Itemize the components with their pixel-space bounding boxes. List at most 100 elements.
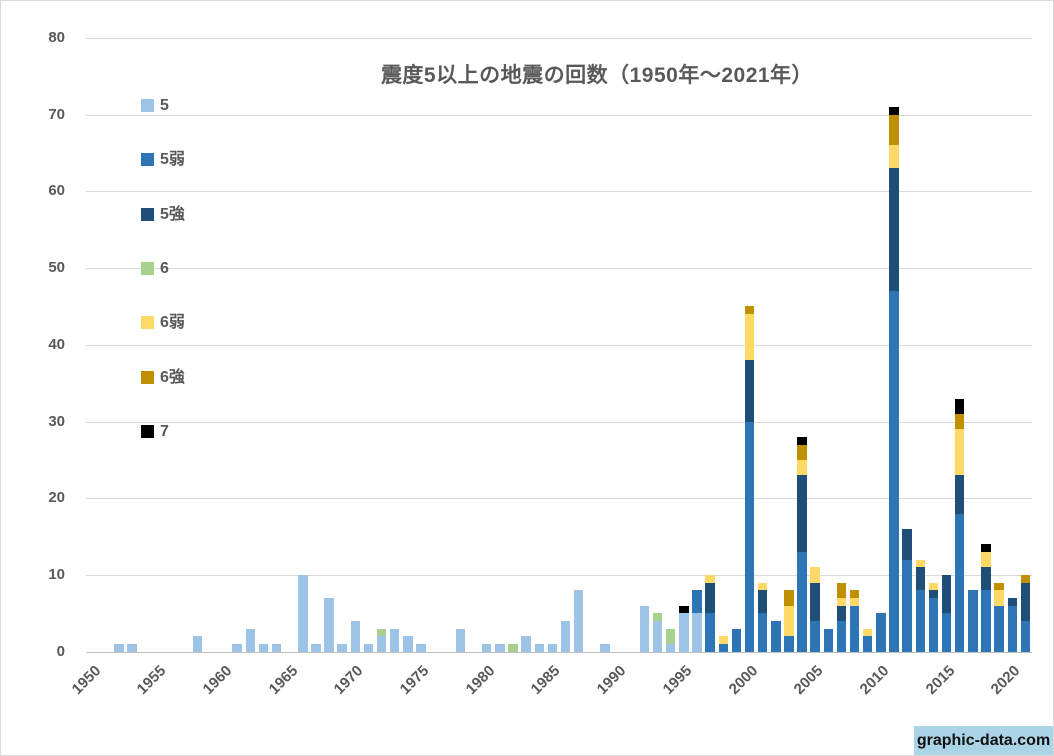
bar-segment-5弱-2006	[823, 628, 834, 652]
x-axis-line	[86, 651, 1032, 653]
bar-segment-7-2018	[981, 544, 991, 552]
bar-segment-5弱-1997	[705, 613, 715, 652]
bar-segment-5弱-2002	[771, 621, 781, 652]
y-axis-tick-label: 50	[48, 259, 65, 277]
bar-segment-5-1993	[652, 621, 663, 652]
bar-segment-5強-2005	[810, 582, 820, 622]
bar-segment-6弱-2018	[981, 551, 991, 568]
legend-label: 5	[160, 97, 169, 114]
bar-segment-5強-2011	[889, 168, 899, 292]
y-gridline	[86, 575, 1032, 576]
bar-segment-5-1967	[311, 644, 321, 652]
bar-segment-5-1963	[258, 644, 269, 652]
bar-segment-5-1961	[232, 644, 242, 652]
bar-segment-6弱-2003	[784, 605, 794, 637]
bar-segment-7-2016	[955, 398, 965, 414]
bar-segment-5-1992	[639, 605, 650, 652]
y-gridline	[86, 38, 1032, 39]
legend-swatch-icon	[141, 207, 154, 221]
bar-segment-6弱-2004	[797, 459, 807, 476]
bar-segment-5-1996	[692, 613, 702, 652]
bar-segment-5-1981	[495, 644, 505, 652]
bar-segment-5強-2015	[941, 574, 952, 614]
x-axis-tick-label: 2020	[987, 662, 1024, 698]
watermark: graphic-data.com	[914, 726, 1053, 755]
bar-segment-5弱-2020	[1007, 605, 1017, 652]
bar-segment-5-1952	[114, 644, 124, 652]
bar-segment-5弱-2012	[902, 559, 912, 652]
legend-label: 6強	[160, 368, 185, 386]
x-axis-tick-label: 1955	[133, 662, 170, 698]
bar-segment-5強-1997	[705, 582, 715, 614]
x-axis-tick-label: 1950	[68, 662, 104, 698]
bar-segment-5強-2013	[915, 567, 926, 591]
x-axis-tick-label: 2005	[790, 662, 827, 698]
bar-segment-5弱-1996	[692, 590, 702, 614]
x-axis-tick-label: 1965	[265, 662, 302, 698]
bar-segment-5-1980	[482, 644, 492, 652]
y-axis-tick-label: 30	[48, 412, 65, 430]
x-axis-tick-label: 1980	[462, 662, 499, 698]
bar-segment-5-1986	[560, 621, 571, 652]
bar-segment-6弱-2009	[863, 628, 873, 637]
bar-segment-6弱-2007	[836, 598, 847, 606]
bar-segment-5-1983	[521, 636, 531, 652]
legend-swatch-icon	[141, 99, 154, 112]
bar-segment-7-1995	[679, 605, 689, 614]
bar-segment-5弱-2010	[876, 613, 886, 652]
bar-segment-5-1974	[403, 636, 413, 652]
bar-segment-5-1973	[390, 628, 400, 652]
bar-segment-5弱-2018	[981, 590, 991, 652]
legend-label: 5強	[160, 205, 185, 223]
bar-segment-5弱-2003	[784, 636, 794, 652]
x-axis-tick-label: 1995	[659, 662, 696, 698]
bar-segment-6-1972	[376, 628, 387, 637]
bar-segment-6-1982	[508, 644, 518, 652]
y-gridline	[86, 498, 1032, 500]
x-axis-tick-label: 2000	[725, 662, 761, 698]
bar-segment-5-1984	[534, 644, 544, 652]
legend-label: 6	[160, 259, 169, 277]
bar-segment-6弱-2011	[889, 145, 899, 169]
bar-segment-5-1953	[127, 644, 137, 652]
bar-segment-5弱-2015	[941, 613, 952, 652]
bar-segment-5-1966	[298, 574, 308, 652]
bar-segment-6弱-2014	[928, 582, 939, 591]
bar-segment-5-1989	[600, 644, 610, 652]
bar-segment-5弱-2016	[955, 513, 965, 652]
bar-segment-5強-2012	[902, 528, 912, 560]
y-gridline	[86, 344, 1032, 346]
bar-segment-5弱-2013	[915, 590, 926, 652]
bar-segment-6強-2007	[836, 582, 847, 598]
chart-title: 震度5以上の地震の回数（1950年〜2021年）	[380, 64, 814, 87]
y-gridline	[86, 268, 1032, 270]
x-axis-tick-label: 2010	[856, 662, 893, 698]
y-gridline	[86, 421, 1032, 423]
bar-segment-6弱-2016	[955, 429, 965, 476]
bar-segment-5-1968	[324, 598, 334, 652]
bar-segment-6弱-2008	[849, 598, 860, 606]
bar-segment-6強-2008	[849, 590, 860, 598]
bar-segment-6強-2003	[784, 590, 794, 606]
x-axis-tick-label: 1990	[593, 662, 630, 698]
bar-segment-5弱-2017	[968, 590, 978, 652]
legend-label: 7	[160, 422, 169, 440]
bar-segment-5弱-2009	[863, 636, 873, 652]
y-gridline	[86, 191, 1032, 193]
bar-segment-6弱-1997	[705, 574, 715, 583]
bar-segment-5弱-2011	[889, 291, 899, 652]
bar-segment-5-1970	[350, 621, 361, 652]
y-axis-tick-label: 0	[56, 642, 65, 660]
bar-segment-6弱-2000	[744, 314, 755, 361]
bar-segment-5-1964	[271, 644, 282, 652]
bar-segment-6弱-1998	[718, 636, 728, 645]
y-axis-tick-label: 40	[48, 335, 65, 353]
bar-segment-6強-2004	[797, 444, 807, 460]
bar-segment-6弱-2019	[994, 590, 1004, 606]
bar-segment-5強-2000	[744, 360, 755, 422]
bar-segment-6強-2016	[955, 413, 965, 430]
bar-segment-5-1987	[573, 590, 584, 652]
bar-segment-5弱-2000	[744, 421, 755, 652]
legend-label: 6弱	[160, 314, 185, 332]
bar-segment-5強-2018	[981, 567, 991, 591]
